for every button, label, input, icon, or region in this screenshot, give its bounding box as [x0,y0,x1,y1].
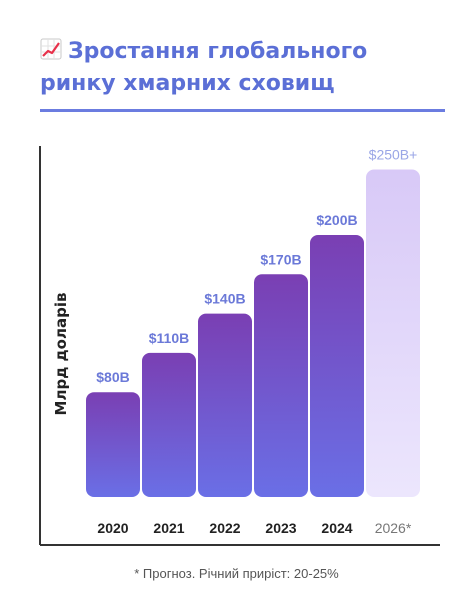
bar-2024 [310,235,364,497]
bar-2023 [254,274,308,497]
bar-2026-forecast [366,169,420,497]
footnote: * Прогноз. Річний приріст: 20-25% [134,566,339,581]
x-tick-label: 2026* [375,520,412,536]
bar-2022 [198,313,252,497]
chart-title-line1: Зростання глобального [68,39,368,64]
bar-2021 [142,352,196,497]
bar-2020 [86,392,140,497]
value-label: $80B [96,369,129,385]
x-tick-label: 2020 [97,520,128,536]
value-label: $200B [316,212,357,228]
x-tick-label: 2022 [209,520,240,536]
x-tick-label: 2023 [265,520,296,536]
x-tick-label: 2024 [321,520,352,536]
y-axis-label: Млрд доларів [52,293,70,416]
x-tick-label: 2021 [153,520,184,536]
value-label: $110B [149,330,189,346]
chart-title: Зростання глобального ринку хмарних схов… [40,36,460,100]
value-label: $140B [204,291,245,307]
value-label: $250B+ [369,147,418,163]
chart-title-line2: ринку хмарних сховищ [40,71,335,96]
chart-increasing-icon [40,38,62,60]
title-divider [40,109,445,112]
value-label: $170B [260,251,301,267]
